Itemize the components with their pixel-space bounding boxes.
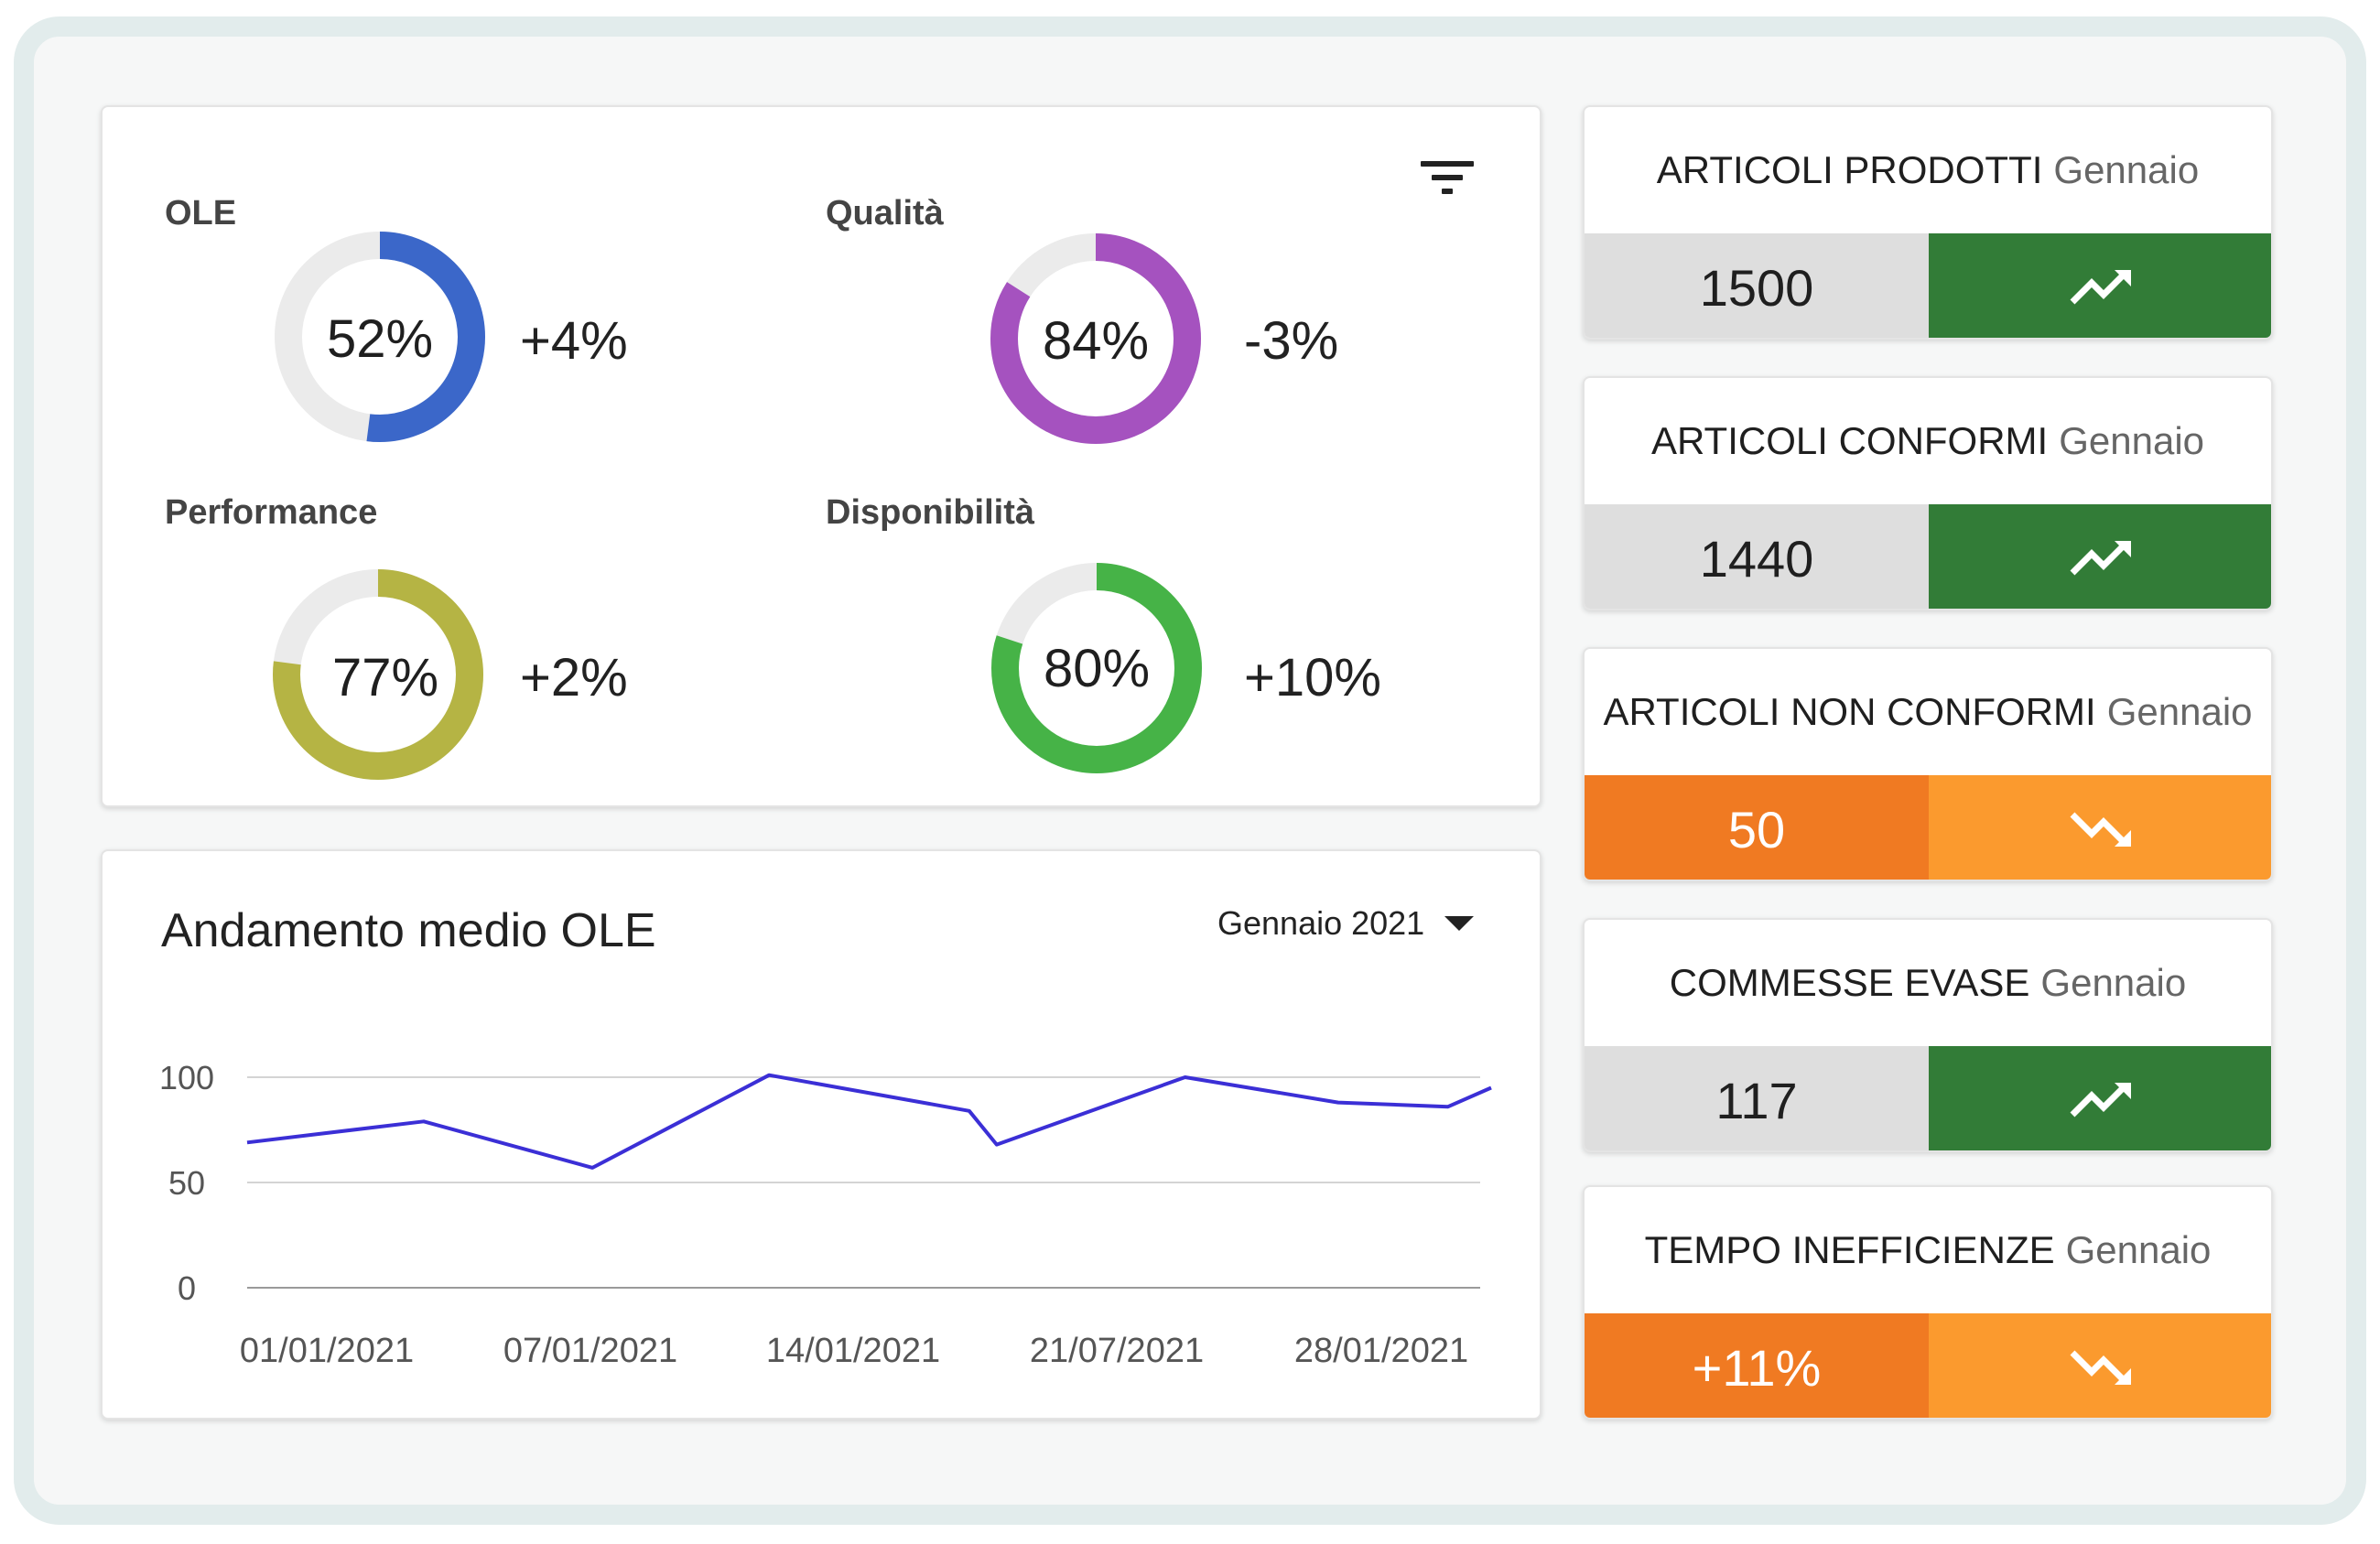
stat-title: ARTICOLI NON CONFORMI Gennaio <box>1585 649 2271 775</box>
stat-title-label: ARTICOLI NON CONFORMI <box>1603 690 2096 733</box>
x-tick-label: 14/01/2021 <box>766 1332 940 1370</box>
stat-value: 1440 <box>1585 504 1929 609</box>
series-line <box>246 1073 1492 1170</box>
stat-title: ARTICOLI CONFORMI Gennaio <box>1585 378 2271 504</box>
kpi-delta: +4% <box>520 311 628 371</box>
kpi-delta: +10% <box>1244 648 1381 707</box>
stat-title-period: Gennaio <box>2065 1228 2212 1271</box>
x-tick-label: 01/01/2021 <box>240 1332 414 1370</box>
stat-title: TEMPO INEFFICIENZE Gennaio <box>1585 1187 2271 1313</box>
donut-percent: 84% <box>1042 311 1150 371</box>
stat-title-label: ARTICOLI PRODOTTI <box>1656 148 2043 191</box>
kpi-label: Qualità <box>826 194 944 232</box>
trend-chart-card: Andamento medio OLE Gennaio 2021 0 50 100 0… <box>101 849 1542 1420</box>
kpi-label: OLE <box>165 194 237 232</box>
stat-trend <box>1929 504 2271 609</box>
stat-card-commesse-evase: COMMESSE EVASE Gennaio 117 <box>1583 918 2273 1152</box>
stat-title-label: TEMPO INEFFICIENZE <box>1644 1228 2055 1271</box>
stat-card-articoli-non-conformi: ARTICOLI NON CONFORMI Gennaio 50 <box>1583 647 2273 881</box>
stat-value: +11% <box>1585 1313 1929 1418</box>
filter-icon[interactable] <box>1421 157 1476 198</box>
stat-value: 50 <box>1585 775 1929 880</box>
trending-up-icon <box>2070 541 2131 576</box>
x-tick-label: 07/01/2021 <box>503 1332 677 1370</box>
stat-title-period: Gennaio <box>2053 148 2200 191</box>
donut-percent: 52% <box>326 309 434 369</box>
donut-chart <box>275 232 485 442</box>
y-tick-label: 0 <box>178 1269 196 1307</box>
y-tick-label: 50 <box>168 1164 205 1202</box>
stat-title-period: Gennaio <box>2040 961 2187 1004</box>
stat-title-label: COMMESSE EVASE <box>1669 961 2030 1004</box>
stat-card-tempo-inefficienze: TEMPO INEFFICIENZE Gennaio +11% <box>1583 1185 2273 1420</box>
period-dropdown[interactable]: Gennaio 2021 <box>1217 904 1475 943</box>
stat-card-articoli-conformi: ARTICOLI CONFORMI Gennaio 1440 <box>1583 376 2273 610</box>
donut-arc <box>273 569 483 780</box>
trending-up-icon <box>2070 270 2131 305</box>
stat-card-articoli-prodotti: ARTICOLI PRODOTTI Gennaio 1500 <box>1583 105 2273 340</box>
trending-up-icon <box>2070 1083 2131 1118</box>
stat-trend <box>1929 1046 2271 1150</box>
kpi-card: OLE 52% +4% Qualità 84% -3% Performance … <box>101 105 1542 807</box>
stat-trend <box>1929 233 2271 338</box>
donut-percent: 80% <box>1043 639 1151 698</box>
donut-arc <box>990 233 1201 444</box>
stat-value: 1500 <box>1585 233 1929 338</box>
stat-title-label: ARTICOLI CONFORMI <box>1650 419 2049 462</box>
stat-title: ARTICOLI PRODOTTI Gennaio <box>1585 107 2271 233</box>
y-tick-label: 100 <box>159 1059 214 1096</box>
kpi-label: Disponibilità <box>826 493 1034 532</box>
trending-down-icon <box>2070 1350 2131 1385</box>
donut-chart <box>273 569 483 780</box>
donut-chart <box>991 563 1202 773</box>
kpi-label: Performance <box>165 493 378 532</box>
stat-value: 117 <box>1585 1046 1929 1150</box>
period-label: Gennaio 2021 <box>1217 904 1425 942</box>
kpi-delta: -3% <box>1244 311 1339 371</box>
donut-chart <box>990 233 1201 444</box>
stat-title: COMMESSE EVASE Gennaio <box>1585 920 2271 1046</box>
stat-trend <box>1929 1313 2271 1418</box>
donut-arc <box>991 563 1202 773</box>
caret-down-icon <box>1444 916 1475 931</box>
kpi-delta: +2% <box>520 648 628 707</box>
stat-title-period: Gennaio <box>2059 419 2205 462</box>
x-tick-label: 21/07/2021 <box>1030 1332 1204 1370</box>
donut-percent: 77% <box>331 648 439 707</box>
chart-title: Andamento medio OLE <box>161 904 656 957</box>
stat-title-period: Gennaio <box>2106 690 2253 733</box>
stat-trend <box>1929 775 2271 880</box>
trending-down-icon <box>2070 812 2131 847</box>
line-chart: 0 50 100 01/01/2021 07/01/2021 14/01/2021 21/0… <box>159 1059 1492 1370</box>
x-tick-label: 28/01/2021 <box>1294 1332 1468 1370</box>
donut-arc <box>275 232 485 442</box>
